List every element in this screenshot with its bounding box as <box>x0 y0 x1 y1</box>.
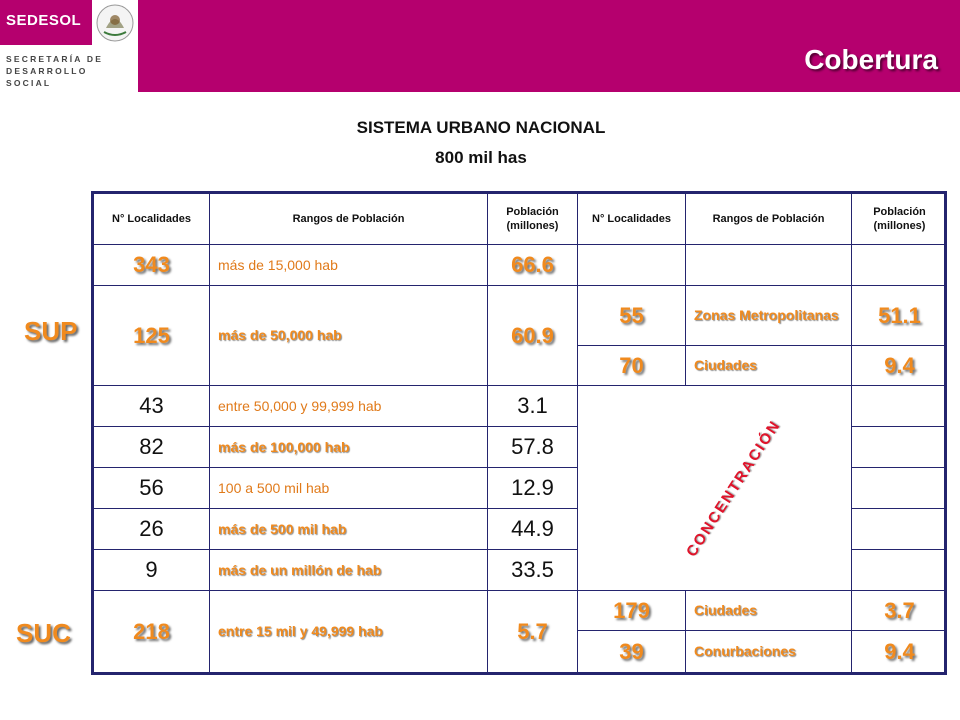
ciudades-n: 70 <box>578 346 686 386</box>
row-9-rango: más de un millón de hab <box>210 550 488 591</box>
suc-label: SUC <box>16 618 71 648</box>
title-line-1: SISTEMA URBANO NACIONAL <box>356 118 606 137</box>
row-26-n: 26 <box>94 509 210 550</box>
header-bar <box>0 0 960 92</box>
ciudades-pob: 9.4 <box>852 346 947 386</box>
header-poblacion: Población (millones) <box>488 194 578 245</box>
row-82-empty <box>852 427 947 468</box>
zm-pob: 51.1 <box>852 286 947 346</box>
zm-rango: Zonas Metropolitanas <box>686 286 852 346</box>
zm-n: 55 <box>578 286 686 346</box>
row-218-rango: entre 15 mil y 49,999 hab <box>210 591 488 672</box>
page-title: Cobertura <box>804 44 938 75</box>
row-26-rango: más de 500 mil hab <box>210 509 488 550</box>
row-56-rango: 100 a 500 mil hab <box>210 468 488 509</box>
row-82-rango: más de 100,000 hab <box>210 427 488 468</box>
row-9-empty <box>852 550 947 591</box>
header-rangos: Rangos de Población <box>210 194 488 245</box>
row-125-rango: más de 50,000 hab <box>210 286 488 386</box>
mexico-crest-icon <box>96 4 134 42</box>
row-343-empty-3 <box>852 245 947 286</box>
suc-ciudades-n: 179 <box>578 591 686 631</box>
suc-ciudades-pob: 3.7 <box>852 591 947 631</box>
row-125-n: 125 <box>94 286 210 386</box>
data-table: N° Localidades Rangos de Población Pobla… <box>91 191 947 675</box>
org-line-2: DESARROLLO SOCIAL <box>6 66 88 88</box>
logo-strip <box>0 0 92 45</box>
table-title: SISTEMA URBANO NACIONAL <box>0 118 960 138</box>
row-26-pob: 44.9 <box>488 509 578 550</box>
row-43-pob: 3.1 <box>488 386 578 427</box>
row-218-n: 218 <box>94 591 210 672</box>
header-poblacion-2: Población (millones) <box>852 194 947 245</box>
conurbaciones-rango: Conurbaciones <box>686 631 852 672</box>
row-343-pob: 66.6 <box>488 245 578 286</box>
row-218-pob: 5.7 <box>488 591 578 672</box>
header-rangos-2: Rangos de Población <box>686 194 852 245</box>
sedesol-logo: SEDESOL SECRETARÍA DE DESARROLLO SOCIAL <box>0 0 138 92</box>
row-26-empty <box>852 509 947 550</box>
conurbaciones-pob: 9.4 <box>884 638 915 664</box>
sup-label: SUP <box>24 316 78 346</box>
row-56-empty <box>852 468 947 509</box>
suc-ciudades-rango: Ciudades <box>686 591 852 631</box>
ciudades-rango: Ciudades <box>686 346 852 386</box>
row-125-pob: 60.9 <box>488 286 578 386</box>
row-9-pob: 33.5 <box>488 550 578 591</box>
logo-text: SEDESOL <box>6 12 82 29</box>
row-82-pob: 57.8 <box>488 427 578 468</box>
org-line-1: SECRETARÍA DE <box>6 54 104 64</box>
row-343-empty-2 <box>686 245 852 286</box>
row-43-rango: entre 50,000 y 99,999 hab <box>210 386 488 427</box>
row-343-rango: más de 15,000 hab <box>210 245 488 286</box>
table-subtitle: 800 mil has <box>0 148 960 168</box>
row-343-empty-1 <box>578 245 686 286</box>
row-43-empty <box>852 386 947 427</box>
header-n-localidades: N° Localidades <box>94 194 210 245</box>
row-43-n: 43 <box>94 386 210 427</box>
row-343-n: 343 <box>94 245 210 286</box>
row-56-n: 56 <box>94 468 210 509</box>
conurbaciones-n: 39 <box>578 631 686 672</box>
row-9-n: 9 <box>94 550 210 591</box>
title-line-2: 800 mil has <box>435 148 527 167</box>
row-56-pob: 12.9 <box>488 468 578 509</box>
org-name: SECRETARÍA DE DESARROLLO SOCIAL <box>6 53 134 89</box>
row-82-n: 82 <box>94 427 210 468</box>
header-n-localidades-2: N° Localidades <box>578 194 686 245</box>
concentracion-cell <box>578 386 852 591</box>
